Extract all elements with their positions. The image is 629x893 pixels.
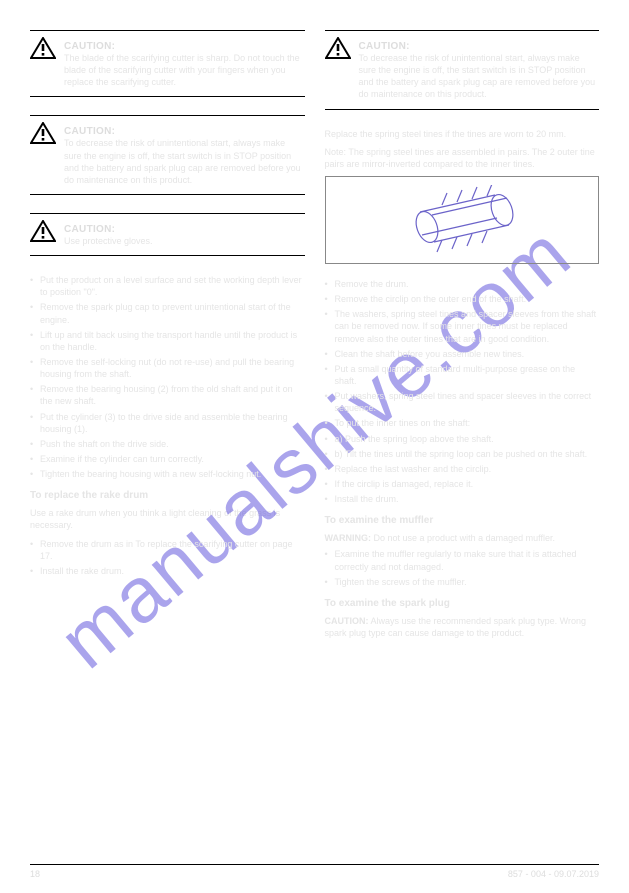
list-item: Remove the drum as in To replace the sca… bbox=[30, 538, 305, 562]
rule bbox=[30, 115, 305, 116]
list-item: Examine the muffler regularly to make su… bbox=[325, 548, 600, 572]
list-item: a) Push the spring loop above the shaft. bbox=[325, 433, 600, 445]
caution-title: CAUTION: bbox=[64, 37, 305, 52]
list-item: b) Tilt the tines until the spring loop … bbox=[325, 448, 600, 460]
caution-text: Use protective gloves. bbox=[64, 235, 153, 247]
list-item: Tighten the screws of the muffler. bbox=[325, 576, 600, 588]
caution-block-3: CAUTION: Use protective gloves. bbox=[30, 213, 305, 256]
list-item: Put washers, spring steel tines and spac… bbox=[325, 390, 600, 414]
caution-label: CAUTION: bbox=[325, 616, 369, 626]
muffler-steps: Examine the muffler regularly to make su… bbox=[325, 548, 600, 587]
list-item: Remove the circlip on the outer end of t… bbox=[325, 293, 600, 305]
subsection-title: To examine the muffler bbox=[325, 515, 600, 526]
left-column: CAUTION: The blade of the scarifying cut… bbox=[30, 30, 305, 639]
right-column: CAUTION: To decrease the risk of uninten… bbox=[325, 30, 600, 639]
rule bbox=[30, 255, 305, 256]
doc-id: 857 - 004 - 09.07.2019 bbox=[508, 869, 599, 879]
rule bbox=[30, 96, 305, 97]
caution-text: To decrease the risk of unintentional st… bbox=[359, 52, 600, 101]
page-number: 18 bbox=[30, 869, 40, 879]
list-item: Push the shaft on the drive side. bbox=[30, 438, 305, 450]
warning-icon bbox=[30, 37, 56, 59]
warning-text: Do not use a product with a damaged muff… bbox=[374, 533, 555, 543]
list-item: Put the product on a level surface and s… bbox=[30, 274, 305, 298]
rake-drum-figure bbox=[325, 176, 600, 264]
warning-icon bbox=[30, 220, 56, 242]
subsection-title: To replace the rake drum bbox=[30, 490, 305, 501]
warning-label: WARNING: bbox=[325, 533, 372, 543]
drum-illustration bbox=[372, 185, 552, 255]
list-item: Put the cylinder (3) to the drive side a… bbox=[30, 411, 305, 435]
warning-icon bbox=[30, 122, 56, 144]
list-item: Examine if the cylinder can turn correct… bbox=[30, 453, 305, 465]
list-item: Remove the spark plug cap to prevent uni… bbox=[30, 301, 305, 325]
list-item: If the circlip is damaged, replace it. bbox=[325, 478, 600, 490]
paragraph: Use a rake drum when you think a light c… bbox=[30, 507, 305, 531]
rule bbox=[325, 109, 600, 110]
list-item: Put a small quantity of standard multi-p… bbox=[325, 363, 600, 387]
caution-title: CAUTION: bbox=[359, 37, 600, 52]
note: Note: The spring steel tines are assembl… bbox=[325, 146, 600, 170]
list-item: The washers, spring steel tines and spac… bbox=[325, 308, 600, 344]
rule bbox=[325, 30, 600, 31]
caution-title: CAUTION: bbox=[64, 122, 305, 137]
caution-block-r: CAUTION: To decrease the risk of uninten… bbox=[325, 30, 600, 110]
list-item: Remove the drum. bbox=[325, 278, 600, 290]
step-list-2: Remove the drum as in To replace the sca… bbox=[30, 538, 305, 577]
caution-text: To decrease the risk of unintentional st… bbox=[64, 137, 305, 186]
list-item: Remove the self-locking nut (do not re-u… bbox=[30, 356, 305, 380]
paragraph: Replace the spring steel tines if the ti… bbox=[325, 128, 600, 140]
list-item: Install the rake drum. bbox=[30, 565, 305, 577]
caution-block-2: CAUTION: To decrease the risk of uninten… bbox=[30, 115, 305, 195]
caution-block-1: CAUTION: The blade of the scarifying cut… bbox=[30, 30, 305, 97]
list-item: Remove the bearing housing (2) from the … bbox=[30, 383, 305, 407]
page-content: CAUTION: The blade of the scarifying cut… bbox=[0, 0, 629, 654]
warning-icon bbox=[325, 37, 351, 59]
list-item: Clean the shaft before you assemble new … bbox=[325, 348, 600, 360]
step-list-r: Remove the drum. Remove the circlip on t… bbox=[325, 278, 600, 505]
list-item: Lift up and tilt back using the transpor… bbox=[30, 329, 305, 353]
rule bbox=[30, 213, 305, 214]
rule bbox=[30, 194, 305, 195]
list-item: Tighten the bearing housing with a new s… bbox=[30, 468, 305, 480]
step-list-1: Put the product on a level surface and s… bbox=[30, 274, 305, 480]
list-item: Install the drum. bbox=[325, 493, 600, 505]
list-item: Replace the last washer and the circlip. bbox=[325, 463, 600, 475]
subsection-title: To examine the spark plug bbox=[325, 598, 600, 609]
caution-title: CAUTION: bbox=[64, 220, 153, 235]
caution-text: The blade of the scarifying cutter is sh… bbox=[64, 52, 305, 88]
list-item: To put the inner tines on the shaft: bbox=[325, 417, 600, 429]
rule bbox=[30, 30, 305, 31]
page-footer: 18 857 - 004 - 09.07.2019 bbox=[30, 864, 599, 879]
